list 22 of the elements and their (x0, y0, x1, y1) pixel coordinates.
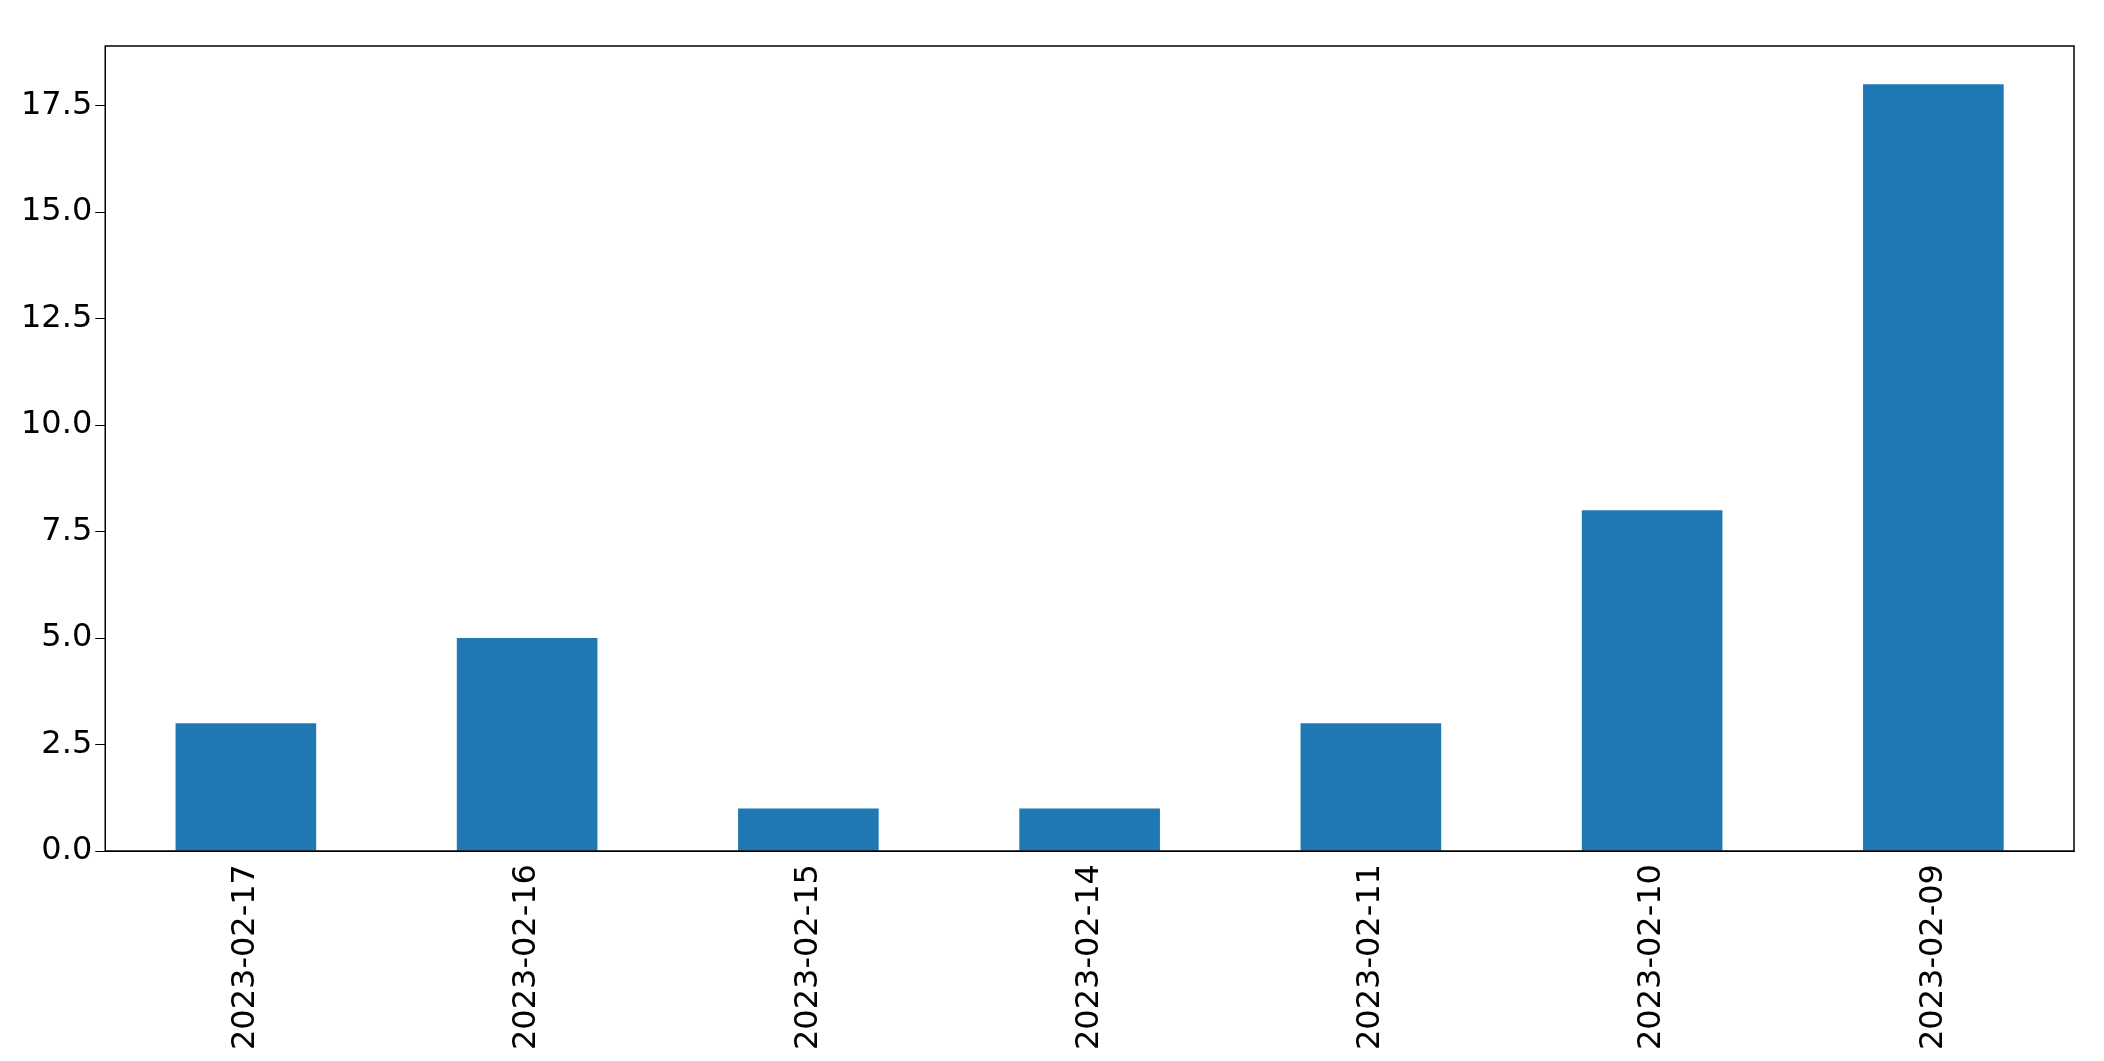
bar (1863, 84, 2004, 851)
y-tick-label: 15.0 (21, 190, 93, 229)
x-tick-label: 2023-02-11 (1349, 864, 1388, 1050)
x-tick-label: 2023-02-15 (786, 864, 825, 1050)
bar (1300, 723, 1442, 851)
bar (738, 808, 879, 851)
bar (175, 723, 317, 851)
bar (1019, 808, 1160, 851)
y-tick-label: 12.5 (21, 296, 93, 335)
y-tick-label: 10.0 (21, 403, 93, 442)
bar (1581, 510, 1723, 851)
x-tick-label: 2023-02-16 (505, 864, 544, 1050)
x-tick-label: 2023-02-09 (1911, 864, 1950, 1050)
y-tick-label: 17.5 (21, 83, 93, 122)
y-tick-label: 2.5 (41, 722, 93, 761)
x-tick-label: 2023-02-14 (1067, 864, 1106, 1050)
y-tick-label: 5.0 (41, 616, 93, 655)
x-tick-label: 2023-02-17 (224, 864, 263, 1050)
y-tick-label: 0.0 (41, 829, 93, 868)
bar (456, 638, 598, 851)
y-tick-label: 7.5 (41, 509, 93, 548)
x-tick-label: 2023-02-10 (1630, 864, 1669, 1050)
